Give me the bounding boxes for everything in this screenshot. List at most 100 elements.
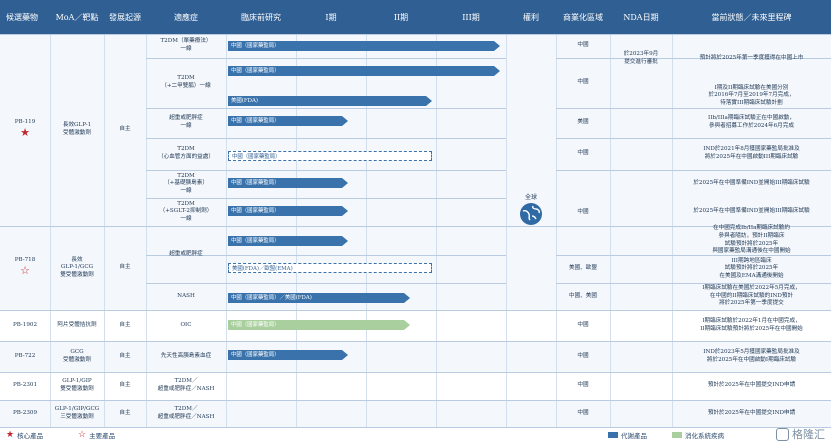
phase-bar-label: 中國（國家藥監局）	[231, 68, 280, 74]
group-divider	[0, 372, 831, 373]
row-divider	[146, 108, 506, 109]
legend-nmpa-label: 代謝產品	[621, 432, 647, 440]
drug-code: PB-718	[14, 256, 36, 263]
column-header: 適應症	[146, 0, 226, 34]
status-milestone: 於2025年在中國準備IND並開始III期臨床試驗	[693, 208, 810, 215]
indication: T2DM （心血管方面的益處）	[158, 146, 214, 160]
phase-bar: 中國（國家藥監局）	[228, 41, 500, 51]
phase-bar-label: 中國（國家藥監局）	[231, 238, 280, 244]
commercial-region: 中國、美國	[569, 292, 597, 299]
legend-nmpa: 代謝產品	[608, 430, 647, 440]
drug-code: PB-1902	[12, 321, 38, 328]
origin: 自主	[119, 321, 131, 328]
moa-target: 阿片受體拮抗劑	[57, 321, 97, 328]
legend-main: ☆ 主要產品	[78, 430, 115, 440]
status-milestone: I期臨床試驗在美國於2022年5月完成， 在中國的II期臨床試驗的IND預計 將於2…	[702, 285, 801, 307]
row-divider	[556, 255, 831, 256]
commercial-region: 中國	[577, 352, 589, 359]
column-divider	[610, 34, 611, 427]
phase-bar: 中國（國家藥監局）	[228, 350, 348, 360]
column-header: 當前狀態／未來里程碑	[672, 0, 831, 34]
indication: NASH	[177, 292, 195, 299]
column-divider	[366, 34, 367, 427]
logo-icon	[776, 427, 789, 441]
row-divider	[146, 170, 506, 171]
core-product-star-icon: ★	[6, 430, 15, 440]
phase-bar: 美國(FDA)	[228, 96, 432, 106]
indication: T2DM （+基礎胰島素） 一線	[164, 172, 208, 194]
rights-cell: 全球	[506, 185, 556, 235]
drug-name: PB-2309	[0, 400, 50, 427]
origin: 自主	[119, 352, 131, 359]
indication: T2DM （+二甲雙胍）一線	[161, 75, 211, 89]
drug-name: PB-718 ☆	[0, 226, 50, 310]
phase-bar: 中國（國家藥監局）	[228, 151, 432, 161]
phase-bar: 美國(FDA)／歐盟(EMA)	[228, 263, 432, 273]
indication: 先天性高胰島素血症	[160, 352, 212, 359]
commercial-region: 中國	[577, 208, 589, 215]
watermark-text: 格隆汇	[792, 428, 825, 441]
nda-date: 於2023年9月 提交進行審批	[623, 51, 659, 65]
drug-name: PB-119 ★	[0, 34, 50, 226]
legend-swatch	[672, 432, 682, 438]
commercial-region: 中國	[577, 321, 589, 328]
group-divider	[0, 427, 831, 428]
moa-target: GLP-1/GIP/GCG 三受體激動劑	[54, 405, 100, 420]
status-milestone: I期臨床試驗於2022年1月在中國完成， II期臨床試驗預計將於2025年在中國開…	[700, 317, 803, 332]
legend-core-label: 核心產品	[17, 432, 44, 440]
drug-code: PB-2309	[12, 409, 38, 416]
legend-main-label: 主要產品	[89, 432, 116, 440]
group-divider	[0, 400, 831, 401]
legend-gi: 消化系統疾病	[672, 430, 724, 440]
moa-target: GLP-1/GIP 雙受體激動劑	[60, 378, 94, 392]
column-header: 候選藥物	[0, 0, 56, 34]
main-product-star-icon: ☆	[20, 264, 30, 278]
commercial-region: 中國	[577, 79, 589, 86]
drug-name: PB-2301	[0, 372, 50, 400]
commercial-region: 中國	[577, 382, 589, 389]
row-divider	[146, 58, 506, 59]
moa-target: 長效 GLP-1/GCG 雙受體激動劑	[60, 256, 94, 278]
phase-bar: 中國（國家藥監局）／美國(FDA)	[228, 293, 410, 303]
phase-bar: 中國（國家藥監局）	[228, 178, 348, 188]
column-divider	[506, 34, 507, 427]
column-header: MoA／靶點	[50, 0, 104, 34]
group-divider	[0, 34, 831, 35]
row-divider	[146, 198, 506, 199]
globe-icon	[520, 203, 542, 226]
status-milestone: 預計於2025年在中國提交IND申請	[707, 409, 796, 416]
indication: T2DM（單藥療法） 一線	[160, 38, 212, 52]
phase-bar-label: 中國（國家藥監局）	[231, 208, 280, 214]
status-milestone: 於2025年在中國準備IND並開始III期臨床試驗	[693, 180, 810, 187]
origin: 自主	[119, 409, 131, 416]
rights-label: 全球	[524, 193, 537, 201]
origin: 自主	[119, 382, 131, 389]
row-divider	[556, 170, 831, 171]
drug-name: PB-722	[0, 341, 50, 372]
origin: 自主	[119, 126, 131, 133]
column-divider	[436, 34, 437, 427]
column-header: NDA日期	[610, 0, 672, 34]
column-header: 權利	[506, 0, 556, 34]
watermark-logo: 格隆汇	[776, 426, 825, 442]
column-divider	[672, 34, 673, 427]
phase-bar-label: 中國（國家藥監局）	[231, 118, 280, 124]
commercial-region: 中國	[577, 42, 589, 49]
commercial-region: 美國、歐盟	[569, 265, 597, 272]
group-divider	[0, 341, 831, 342]
column-divider	[556, 34, 557, 427]
status-milestone: IIb/IIIa期臨床試驗正在中國啟動， 參與者招募工作於2024年6月完成	[708, 115, 795, 129]
row-divider	[556, 108, 831, 109]
group-divider	[0, 226, 831, 227]
moa-target: 長效GLP-1 受體激動劑	[62, 122, 92, 136]
column-divider	[226, 34, 227, 427]
row-divider	[146, 138, 506, 139]
drug-code: PB-119	[14, 118, 36, 125]
column-header: 臨床前研究	[226, 0, 296, 34]
row-divider	[556, 138, 831, 139]
main-product-star-icon: ☆	[78, 430, 87, 440]
phase-bar-label: 中國（國家藥監局）	[231, 352, 280, 358]
row-band	[0, 400, 831, 427]
phase-bar: 中國（國家藥監局）	[228, 116, 348, 126]
